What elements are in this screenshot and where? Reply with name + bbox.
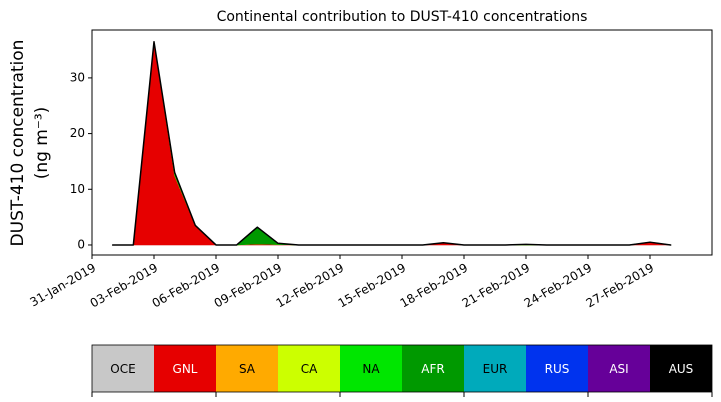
x-tick-label: 21-Feb-2019 xyxy=(460,261,533,311)
area xyxy=(112,41,671,246)
legend-swatch xyxy=(278,345,340,392)
legend-label: ASI xyxy=(609,362,628,376)
x-tick-label: 03-Feb-2019 xyxy=(88,261,161,311)
y-axis-label: (ng m⁻³) xyxy=(32,107,52,180)
area xyxy=(112,41,671,246)
y-tick-label: 20 xyxy=(70,126,85,140)
x-tick-label: 31-Jan-2019 xyxy=(27,261,98,310)
legend-label: OCE xyxy=(110,362,135,376)
area xyxy=(112,41,671,246)
legend-label: AUS xyxy=(669,362,694,376)
x-tick-label: 24-Feb-2019 xyxy=(522,261,595,311)
y-tick-label: 0 xyxy=(77,237,85,251)
area xyxy=(112,41,671,246)
legend-swatch xyxy=(340,345,402,392)
x-tick-label: 18-Feb-2019 xyxy=(398,261,471,311)
legend-swatch xyxy=(526,345,588,392)
x-tick-label: 15-Feb-2019 xyxy=(336,261,409,311)
y-axis-label: DUST-410 concentration xyxy=(8,40,28,247)
x-tick-label: 06-Feb-2019 xyxy=(150,261,223,311)
legend-label: EUR xyxy=(483,362,508,376)
legend-swatch xyxy=(650,345,712,392)
x-tick-label: 27-Feb-2019 xyxy=(584,261,657,311)
area xyxy=(112,41,671,246)
area xyxy=(112,41,671,246)
legend-label: NA xyxy=(362,362,380,376)
legend-label: RUS xyxy=(545,362,570,376)
legend-frame xyxy=(91,344,713,393)
chart-title: Continental contribution to DUST-410 con… xyxy=(217,9,588,25)
legend-swatch xyxy=(216,345,278,392)
area xyxy=(112,41,671,246)
area xyxy=(112,41,671,246)
legend-label: CA xyxy=(301,362,318,376)
x-tick-label: 09-Feb-2019 xyxy=(212,261,285,311)
legend-label: AFR xyxy=(421,362,444,376)
legend: OCE GNL SA CA NA AFR EUR RUS ASI AUS xyxy=(91,344,713,397)
x-tick-label: 12-Feb-2019 xyxy=(274,261,347,311)
legend-swatch xyxy=(154,345,216,392)
area xyxy=(111,40,672,246)
legend-label: SA xyxy=(239,362,256,376)
legend-label: GNL xyxy=(173,362,198,376)
y-tick-label: 30 xyxy=(70,70,85,84)
y-tick-label: 10 xyxy=(70,182,85,196)
legend-swatch xyxy=(402,345,464,392)
legend-swatch xyxy=(588,345,650,392)
legend-swatch xyxy=(464,345,526,392)
legend-swatch xyxy=(92,345,154,392)
